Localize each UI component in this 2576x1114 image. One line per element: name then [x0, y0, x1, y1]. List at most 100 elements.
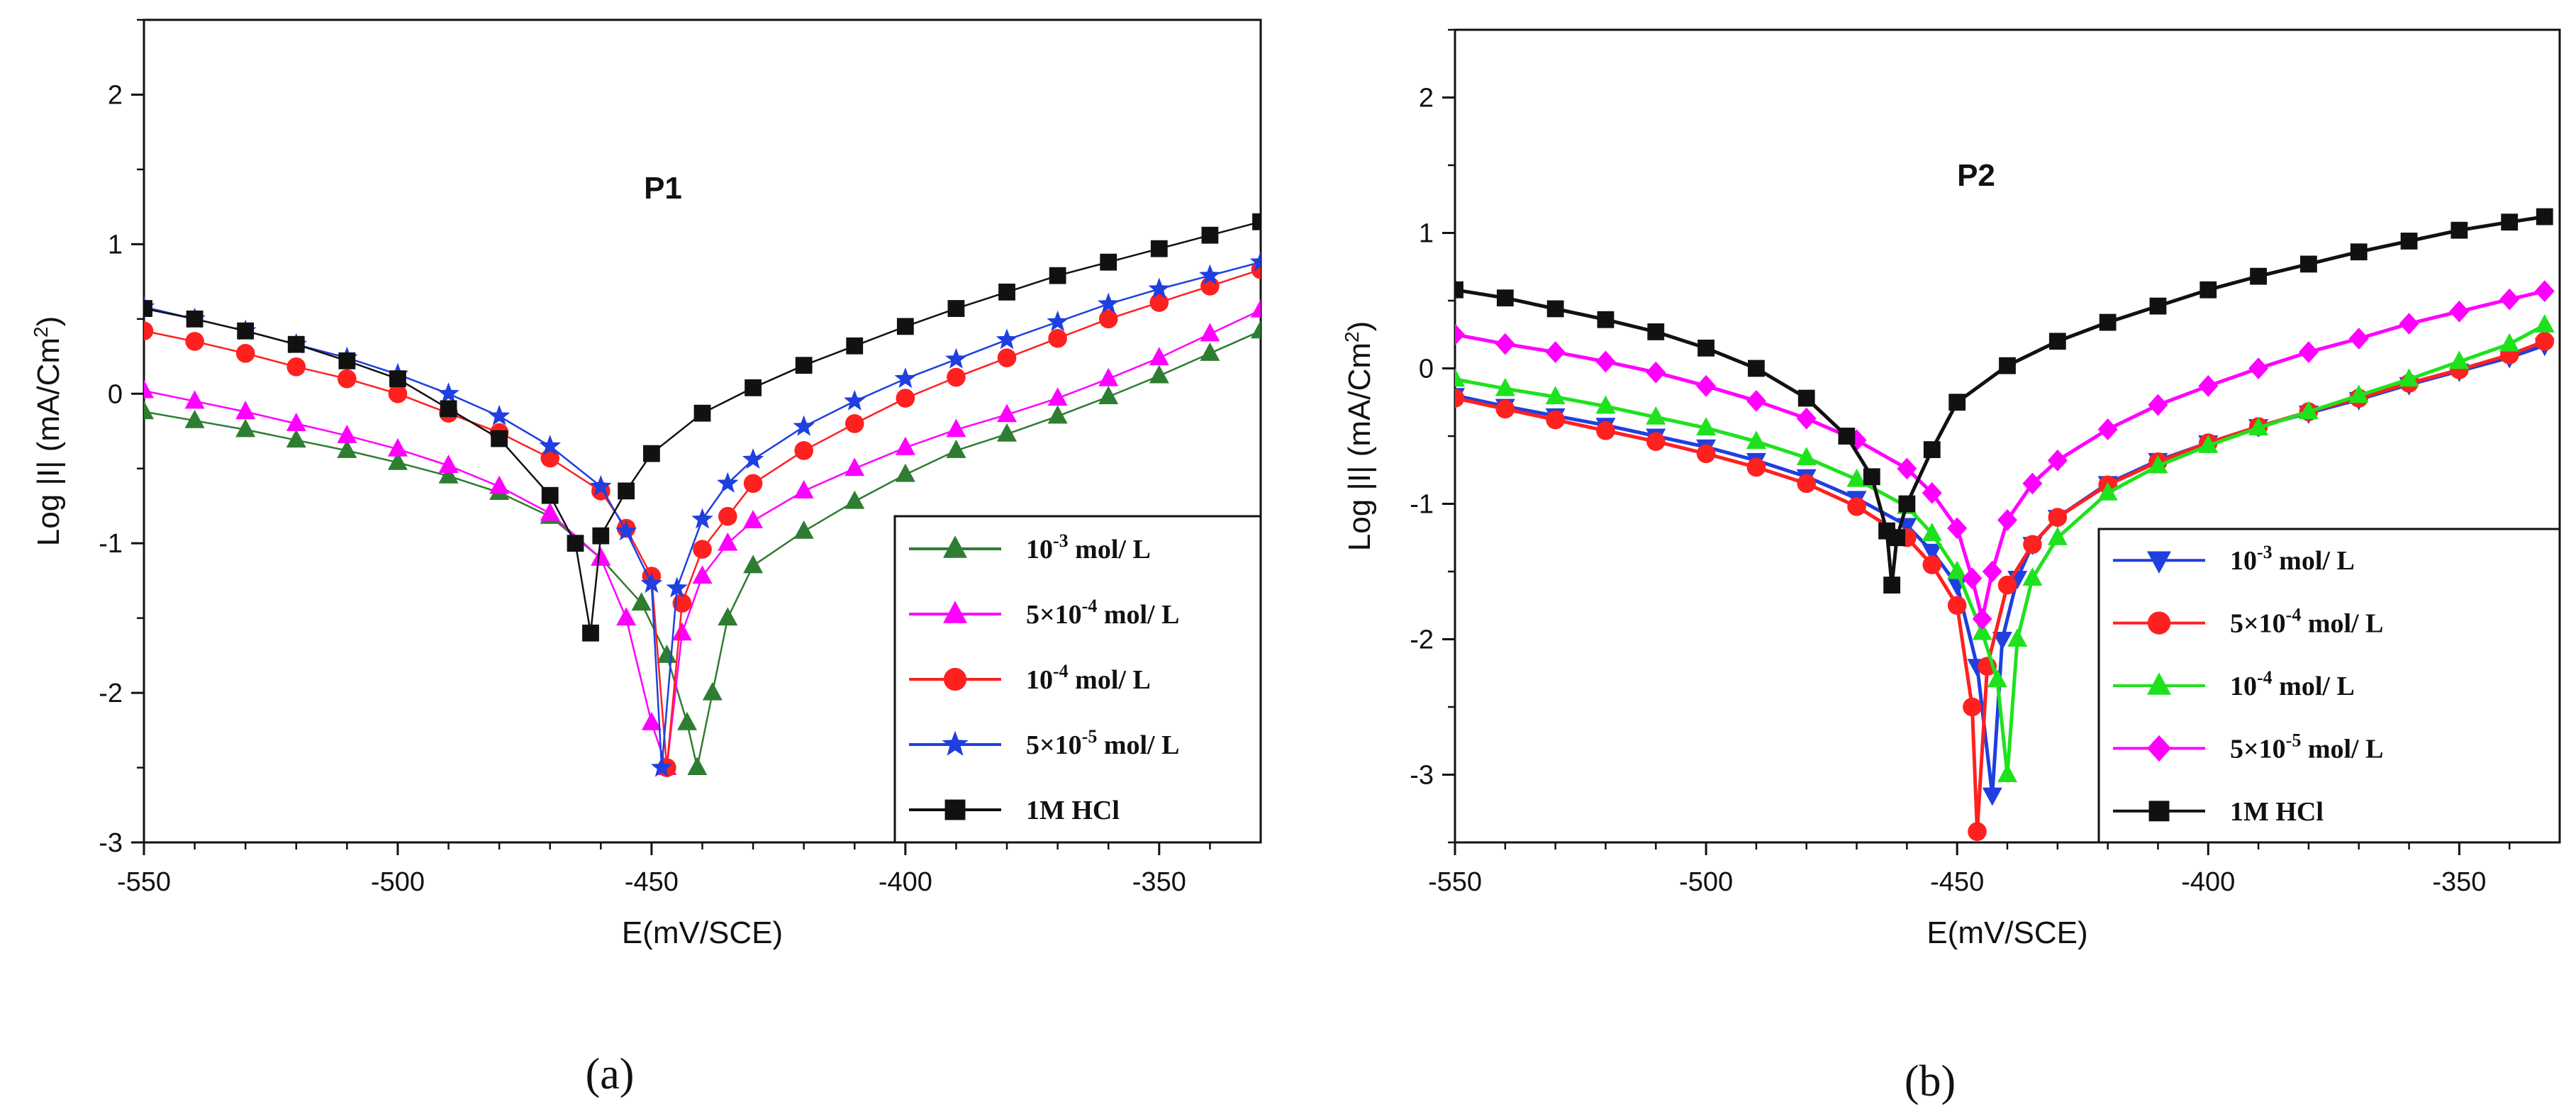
x-tick-label: -350 [1132, 867, 1186, 897]
data-point [1947, 596, 1967, 616]
data-point [1200, 342, 1220, 361]
data-point [1097, 292, 1120, 313]
data-point [718, 532, 738, 551]
data-point [615, 520, 637, 541]
data-point [235, 401, 256, 420]
data-point [650, 756, 673, 777]
data-point [1647, 323, 1665, 340]
data-point [996, 328, 1018, 350]
y-tick-label: -1 [99, 529, 123, 559]
data-point [1546, 300, 1564, 318]
data-point [1863, 468, 1880, 486]
data-point [1149, 364, 1169, 384]
data-point [718, 506, 737, 526]
legend-label: 5×10-4 mol/ L [2230, 605, 2383, 639]
legend-label: 10-4 mol/ L [2230, 667, 2355, 701]
series-3 [144, 260, 1261, 777]
data-point [677, 711, 698, 730]
data-point [1748, 360, 1765, 377]
data-point [1495, 333, 1515, 355]
data-point [616, 607, 637, 626]
panel-label: (a) [586, 1050, 635, 1098]
chart-panel-1: -550 -500 -450 -400 -350 -3 -2 -1 0 1 2 E(mV/SCE) Lo… [30, 18, 1262, 1098]
y-tick-label: 0 [108, 379, 123, 409]
data-point [1098, 367, 1119, 386]
data-point [896, 389, 915, 408]
data-point [186, 310, 203, 328]
y-tick-label: 1 [108, 230, 123, 260]
data-point [1455, 368, 1465, 387]
data-point [997, 423, 1017, 442]
data-point [997, 403, 1017, 423]
legend-marker [943, 601, 967, 623]
data-point [793, 415, 815, 436]
data-point [1098, 386, 1119, 404]
data-point [895, 436, 915, 455]
data-point [795, 357, 813, 374]
data-point [184, 390, 205, 409]
data-point [2535, 332, 2555, 351]
legend-label: 10-3 mol/ L [2230, 542, 2355, 576]
data-point [286, 357, 306, 377]
data-point [2097, 418, 2118, 440]
data-point [2534, 313, 2555, 333]
data-point [2198, 374, 2219, 397]
data-point [1982, 787, 2002, 806]
series-line [1455, 215, 2546, 587]
data-point [691, 508, 713, 529]
data-point [1455, 323, 1465, 346]
data-point [1796, 447, 1817, 466]
data-point [2449, 300, 2470, 323]
x-tick-label: -550 [117, 867, 171, 897]
data-point [1992, 632, 2012, 650]
legend-marker [944, 799, 966, 820]
data-point [235, 418, 256, 438]
data-point [1049, 267, 1066, 284]
data-point [743, 510, 764, 529]
data-point [1150, 240, 1168, 257]
data-point [2047, 449, 2068, 472]
y-tick-label: 0 [1419, 355, 1434, 384]
x-tick-label: -500 [371, 867, 425, 897]
data-point [2399, 313, 2419, 335]
y-tick-label: 2 [108, 80, 123, 110]
data-point [2148, 394, 2168, 416]
legend-marker [942, 730, 969, 756]
data-point [1898, 495, 1916, 513]
data-point [895, 463, 915, 482]
data-point [1595, 395, 1616, 414]
data-point [2300, 255, 2317, 273]
data-point [2048, 333, 2066, 350]
data-point [947, 300, 965, 317]
x-tick-label: -400 [879, 867, 932, 897]
series-3 [1455, 313, 2555, 782]
data-point [643, 445, 660, 462]
data-point [1982, 560, 2002, 583]
legend-label: 5×10-4 mol/ L [1026, 596, 1179, 630]
data-point [539, 435, 561, 456]
data-point [338, 369, 357, 389]
series-line [1455, 323, 2546, 776]
data-point [440, 400, 457, 418]
data-point [693, 404, 711, 422]
series-5 [144, 213, 1261, 642]
x-tick-label: -450 [625, 867, 679, 897]
data-point [1883, 577, 1901, 594]
data-point [793, 479, 814, 498]
data-point [640, 572, 663, 594]
data-point [1646, 361, 1666, 384]
legend-label: 5×10-5 mol/ L [1026, 726, 1179, 760]
data-point [1251, 320, 1261, 339]
data-point [567, 535, 584, 552]
data-point [389, 370, 406, 388]
data-point [2023, 535, 2042, 555]
data-point [1922, 481, 1942, 504]
data-point [1148, 277, 1171, 299]
data-point [702, 681, 723, 701]
data-point [489, 475, 510, 494]
panel-title: P2 [1957, 158, 1995, 193]
data-point [687, 757, 708, 776]
y-axis-title: Log |I| (mA/Cm2) [30, 316, 66, 546]
data-point [742, 448, 764, 469]
data-point [1922, 555, 1942, 574]
